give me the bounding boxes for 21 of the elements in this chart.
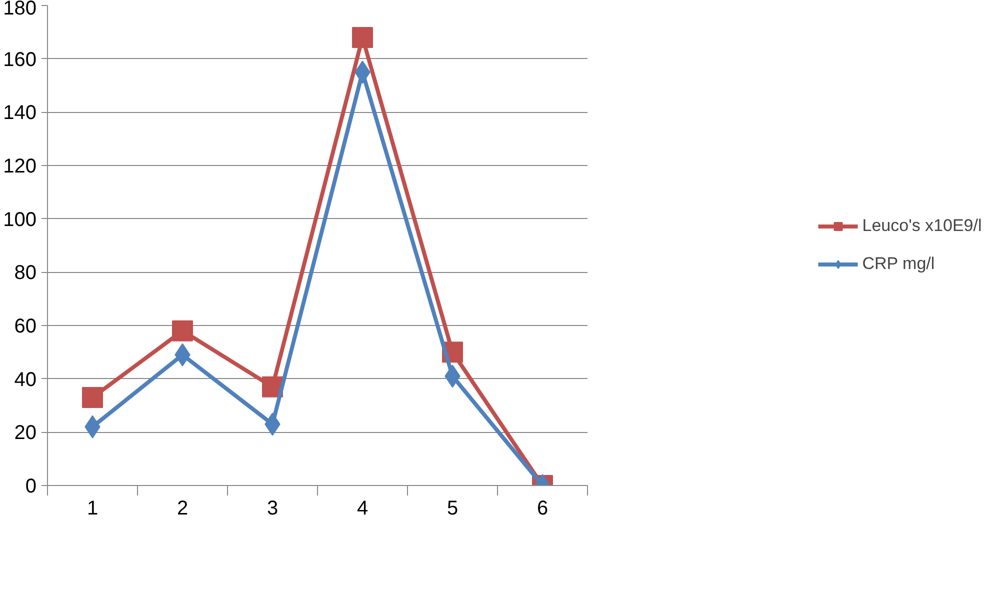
y-tick-label: 40 (14, 368, 37, 391)
legend-label: Leuco's x10E9/l (862, 216, 982, 236)
y-tick-label: 100 (3, 208, 37, 231)
y-tick-label: 140 (3, 102, 37, 124)
y-tick-label: 160 (3, 48, 37, 71)
x-tick-label: 4 (356, 498, 368, 520)
y-tick-label: 180 (3, 0, 37, 20)
y-tick-label: 80 (14, 262, 37, 284)
x-tick-label: 3 (266, 498, 278, 520)
x-tick-label: 1 (86, 498, 98, 520)
y-tick-label: 120 (3, 156, 37, 178)
x-tick-label: 6 (536, 498, 548, 520)
x-tick-label: 5 (446, 498, 458, 520)
x-tick-label: 2 (176, 498, 188, 520)
y-tick-label: 60 (14, 316, 37, 338)
point (172, 320, 193, 342)
y-tick-label: 0 (25, 476, 36, 498)
point (352, 27, 373, 48)
point (82, 387, 103, 408)
legend-label: CRP mg/l (862, 254, 935, 274)
y-tick-label: 20 (14, 422, 37, 444)
